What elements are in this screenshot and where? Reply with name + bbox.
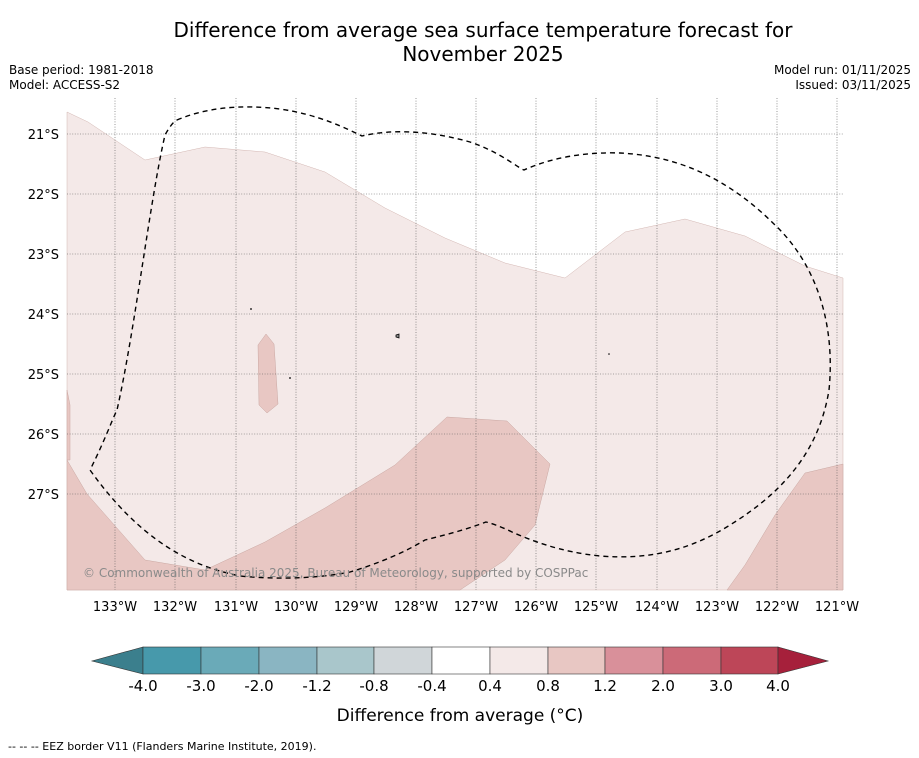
lat-labels: 21°S 22°S 23°S 24°S 25°S 26°S 27°S [28, 128, 59, 503]
anomaly-region-mid-southeast [726, 463, 844, 591]
lon-label: 132°W [153, 600, 197, 615]
colorbar-tick-label: 2.0 [651, 677, 675, 695]
lat-label: 22°S [28, 188, 59, 203]
map-panel: © Commonwealth of Australia 2025, Bureau… [66, 98, 844, 591]
colorbar-segment [258, 646, 318, 675]
colorbar-tick-label: -1.2 [302, 677, 331, 695]
lat-label: 21°S [28, 128, 59, 143]
colorbar-tick-label: 0.4 [478, 677, 502, 695]
colorbar-tick-label: 4.0 [766, 677, 790, 695]
lat-label: 26°S [28, 428, 59, 443]
anomaly-region-mid-island [257, 333, 279, 414]
title-line-1: Difference from average sea surface temp… [173, 18, 793, 42]
eez-border [89, 106, 831, 579]
lon-label: 131°W [214, 600, 258, 615]
colorbar-tick-label: -0.8 [359, 677, 388, 695]
lon-label: 129°W [334, 600, 378, 615]
lon-label: 130°W [274, 600, 318, 615]
lon-label: 125°W [574, 600, 618, 615]
issued-date: Issued: 03/11/2025 [795, 78, 911, 92]
anomaly-region-mid-west-edge [66, 389, 71, 461]
lat-label: 23°S [28, 248, 59, 263]
lon-label: 133°W [93, 600, 137, 615]
lat-label: 24°S [28, 308, 59, 323]
colorbar-segment [662, 646, 722, 675]
meta-left: Base period: 1981-2018 Model: ACCESS-S2 [9, 63, 154, 93]
island-b [250, 308, 252, 310]
lat-label: 27°S [28, 488, 59, 503]
island-a [395, 333, 400, 339]
colorbar-low-extension [90, 646, 144, 675]
lon-label: 121°W [815, 600, 859, 615]
colorbar-segment [142, 646, 202, 675]
island-c [289, 377, 291, 379]
anomaly-region-mid-south [66, 416, 551, 591]
colorbar-high-extension [777, 646, 830, 675]
model-run: Model run: 01/11/2025 [773, 63, 911, 77]
lon-label: 123°W [695, 600, 739, 615]
colorbar-segment [431, 646, 491, 675]
colorbar-segment [373, 646, 433, 675]
colorbar-segment [720, 646, 779, 675]
colorbar-ticks: -4.0 -3.0 -2.0 -1.2 -0.8 -0.4 0.4 0.8 1.… [128, 677, 790, 695]
base-period: Base period: 1981-2018 [9, 63, 154, 77]
colorbar-tick-label: -3.0 [186, 677, 215, 695]
colorbar-segment [200, 646, 260, 675]
lon-labels: 133°W 132°W 131°W 130°W 129°W 128°W 127°… [93, 600, 859, 615]
lon-label: 126°W [514, 600, 558, 615]
colorbar-segment [604, 646, 664, 675]
colorbar [90, 646, 830, 675]
map-title: Difference from average sea surface temp… [0, 18, 919, 66]
meta-right: Model run: 01/11/2025 Issued: 03/11/2025 [774, 63, 911, 93]
eez-footnote: -- -- -- EEZ border V11 (Flanders Marine… [8, 740, 317, 753]
colorbar-label: Difference from average (°C) [337, 706, 584, 726]
title-line-2: November 2025 [402, 42, 564, 66]
anomaly-region-light [66, 111, 844, 591]
colorbar-segment [547, 646, 606, 675]
copyright-notice: © Commonwealth of Australia 2025, Bureau… [83, 566, 588, 580]
colorbar-segment [316, 646, 375, 675]
lon-label: 122°W [755, 600, 799, 615]
colorbar-tick-label: 3.0 [709, 677, 733, 695]
lat-label: 25°S [28, 368, 59, 383]
gridlines [67, 98, 843, 590]
colorbar-segment [489, 646, 549, 675]
colorbar-tick-label: -2.0 [244, 677, 273, 695]
lon-label: 127°W [454, 600, 498, 615]
colorbar-tick-label: 0.8 [536, 677, 560, 695]
lon-label: 124°W [635, 600, 679, 615]
lon-label: 128°W [394, 600, 438, 615]
island-d [608, 353, 610, 355]
colorbar-tick-label: -0.4 [417, 677, 446, 695]
colorbar-tick-label: 1.2 [593, 677, 617, 695]
model-name: Model: ACCESS-S2 [9, 78, 121, 92]
colorbar-tick-label: -4.0 [128, 677, 157, 695]
